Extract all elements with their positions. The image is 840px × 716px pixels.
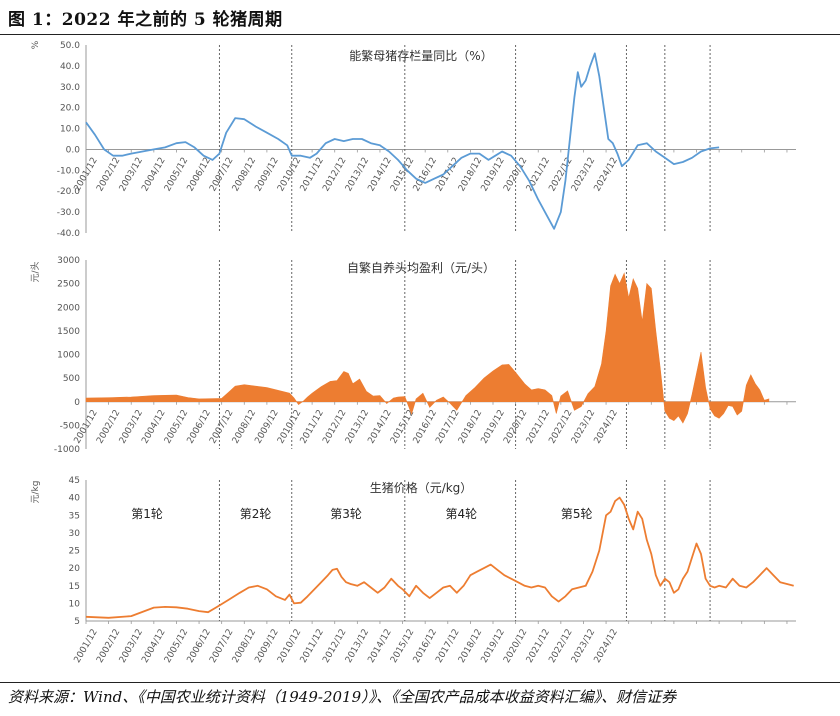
y-tick-label-price: 30 [69, 529, 81, 539]
cycle-label: 第3轮 [330, 507, 362, 521]
figure-header: 图 1：2022 年之前的 5 轮猪周期 [0, 0, 840, 34]
y-tick-label-sow: 40.0 [60, 62, 80, 72]
y-tick-label-profit: 2500 [57, 280, 80, 290]
chart-area: 50.0 40.0 30.0 20.0 10.0 0.0 -10.0 -20.0 -30.0 -4… [30, 40, 796, 665]
cycle-label: 第1轮 [131, 507, 163, 521]
y-tick-label-profit: 1500 [57, 327, 80, 337]
y-tick-label-profit: 0 [74, 398, 80, 408]
y-tick-label-sow: 10.0 [60, 125, 80, 135]
y-tick-label-profit: 3000 [57, 256, 80, 266]
bottom-rule [0, 682, 840, 683]
y-tick-label-sow: 50.0 [60, 41, 80, 51]
cycle-label: 第5轮 [561, 507, 593, 521]
y-tick-label-price: 20 [69, 564, 81, 574]
y-tick-label-sow: 0.0 [66, 145, 81, 155]
cycle-label: 第4轮 [446, 507, 478, 521]
unit-label-profit: 元/头 [30, 261, 41, 282]
y-tick-label-price: 25 [69, 547, 80, 557]
unit-label-price: 元/kg [31, 481, 41, 504]
source-note: 资料来源：Wind、《中国农业统计资料（1949-2019）》、《全国农产品成本… [8, 688, 677, 706]
y-tick-label-price: 40 [69, 494, 81, 504]
price-line-series [85, 496, 794, 619]
y-tick-label-profit: 500 [63, 374, 80, 384]
y-tick-label-profit: 2000 [57, 303, 80, 313]
y-tick-label-profit: -500 [60, 421, 81, 431]
unit-label-sow: % [31, 40, 41, 49]
profit-area-series [85, 272, 770, 424]
cycle-label: 第2轮 [240, 507, 272, 521]
y-tick-label-price: 5 [74, 617, 80, 627]
y-tick-label-sow: -40.0 [57, 229, 81, 239]
sow-line-series [85, 52, 720, 230]
y-tick-label-price: 35 [69, 511, 80, 521]
y-tick-label-profit: -1000 [54, 445, 80, 455]
y-tick-label-price: 15 [69, 582, 80, 592]
y-tick-label-sow: -30.0 [57, 208, 81, 218]
panel-title-sow: 能繁母猪存栏量同比（%） [349, 48, 492, 63]
y-tick-label-sow: -20.0 [57, 187, 81, 197]
top-rule [0, 34, 840, 35]
figure-title: 图 1：2022 年之前的 5 轮猪周期 [8, 10, 283, 30]
y-tick-label-price: 45 [69, 476, 80, 486]
y-tick-label-profit: 1000 [57, 351, 80, 361]
y-tick-label-sow: -10.0 [57, 166, 81, 176]
panel-title-profit: 自繁自养头均盈利（元/头） [347, 260, 495, 275]
y-tick-label-price: 10 [69, 599, 81, 609]
y-tick-label-sow: 20.0 [60, 104, 80, 114]
y-tick-label-sow: 30.0 [60, 83, 80, 93]
panel-title-price: 生猪价格（元/kg） [370, 480, 473, 495]
